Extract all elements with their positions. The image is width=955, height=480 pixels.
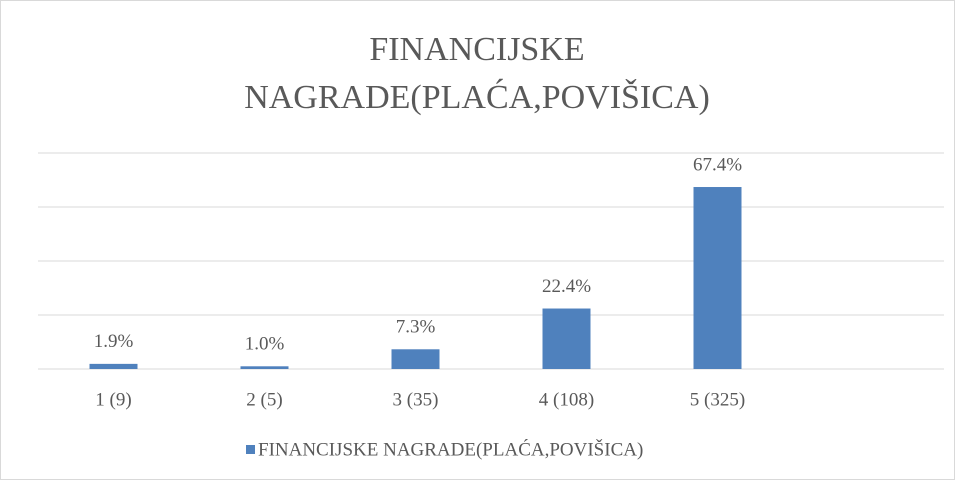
x-tick-label: 3 (35) <box>393 389 439 410</box>
bar <box>693 187 742 369</box>
bar <box>391 349 440 369</box>
x-tick-label: 1 (9) <box>95 389 131 410</box>
data-label: 22.4% <box>542 276 591 297</box>
bar <box>240 366 289 369</box>
chart-title: NAGRADE(PLAĆA,POVIŠICA) <box>244 78 710 116</box>
bar <box>542 308 591 369</box>
chart-title: FINANCIJSKE <box>369 31 584 68</box>
x-tick-label: 4 (108) <box>539 389 594 410</box>
data-label: 1.9% <box>94 331 134 352</box>
bar <box>89 363 138 369</box>
data-label: 67.4% <box>693 154 742 175</box>
legend-swatch <box>246 445 255 454</box>
data-label: 7.3% <box>396 317 436 338</box>
data-label: 1.0% <box>245 334 285 355</box>
legend-label: FINANCIJSKE NAGRADE(PLAĆA,POVIŠICA) <box>258 438 643 460</box>
x-tick-label: 5 (325) <box>690 389 745 410</box>
x-tick-label: 2 (5) <box>246 389 282 410</box>
